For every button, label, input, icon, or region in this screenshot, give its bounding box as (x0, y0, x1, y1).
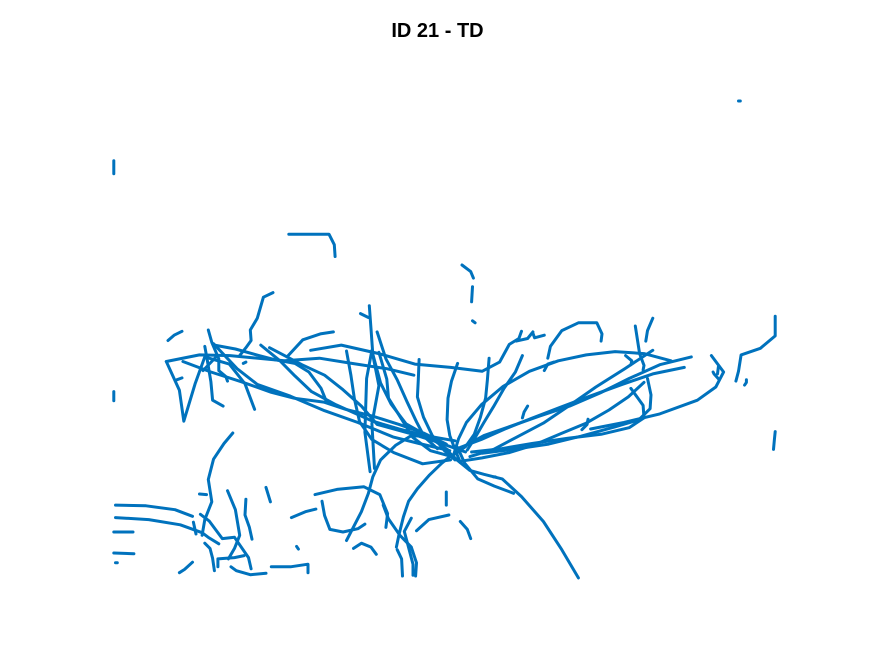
trajectory-line-4 (460, 263, 475, 280)
trajectory-line-6 (238, 291, 275, 358)
trajectory-line-82 (381, 503, 418, 578)
trajectory-line-65 (198, 492, 208, 497)
trajectory-line-58 (112, 551, 136, 556)
trajectory-line-26 (589, 354, 726, 431)
trajectory-line-61 (229, 565, 268, 577)
trajectory-line-18 (633, 324, 646, 372)
trajectory-line-17 (716, 365, 720, 376)
trajectory-line-27 (734, 314, 777, 383)
trajectory-line-33 (212, 342, 452, 453)
trajectory-line-73 (295, 544, 300, 551)
trajectory-line-22 (514, 330, 535, 343)
trajectory-line-51 (520, 404, 530, 420)
trajectory-line-12 (175, 376, 184, 382)
trajectory-line-49 (470, 386, 646, 454)
trajectory-line-23 (531, 331, 546, 340)
trajectory-line-83 (446, 449, 580, 580)
trajectory-line-10 (644, 316, 655, 343)
trajectory-line-70 (243, 497, 254, 541)
trajectory-line-71 (264, 485, 272, 504)
trajectory-line-86 (456, 445, 516, 495)
trajectory-line-55 (114, 503, 194, 518)
trajectory-line-21 (309, 329, 523, 373)
trajectory-line-56 (114, 516, 221, 546)
trajectory-line-11 (241, 360, 248, 365)
trajectory-line-75 (395, 548, 404, 578)
trajectory-line-63 (216, 554, 246, 569)
trajectory-line-8 (471, 319, 477, 325)
trajectory-line-74 (352, 541, 378, 556)
trajectory-line-7 (359, 312, 370, 319)
trajectory-line-47 (468, 348, 655, 459)
trajectory-line-5 (470, 285, 474, 304)
trajectory-line-44 (451, 350, 673, 458)
trajectory-line-88 (285, 330, 335, 359)
trajectory-line-50 (480, 377, 653, 455)
trajectory-line-43 (465, 354, 524, 452)
trajectory-line-52 (580, 417, 590, 432)
trajectory-line-64 (191, 520, 198, 536)
trajectory-line-31 (212, 343, 328, 403)
trajectory-line-19 (711, 370, 721, 382)
chart-title: ID 21 - TD (391, 20, 484, 42)
trajectory-line-48 (459, 380, 646, 463)
trajectory-line-78 (458, 520, 473, 541)
trajectory-line-87 (166, 329, 184, 342)
trajectory-line-38 (345, 349, 453, 466)
trajectory-line-66 (198, 512, 253, 571)
trajectory-line-72 (289, 507, 318, 520)
trajectory-line-15 (164, 355, 257, 423)
trajectory-line-84 (345, 434, 425, 542)
trajectory-line-34 (259, 343, 457, 443)
trajectory-line-68 (200, 431, 235, 537)
trajectory-line-30 (164, 353, 416, 377)
trajectory-line-60 (177, 560, 194, 575)
trajectory-series-group (112, 99, 777, 580)
trajectory-line-85 (394, 453, 453, 549)
trajectory-line-9 (546, 321, 604, 360)
trajectory-line-77 (415, 513, 451, 533)
trajectory-line-40 (415, 358, 457, 462)
trajectory-line-3 (287, 232, 337, 258)
trajectory-line-62 (269, 562, 310, 575)
trajectory-line-37 (375, 330, 439, 451)
trajectory-line-46 (458, 365, 686, 449)
trajectory-line-81 (320, 499, 367, 534)
trajectory-line-20 (743, 378, 748, 387)
trajectory-line-53 (772, 430, 777, 451)
trajectory-line-69 (226, 489, 242, 561)
trajectory-line-67 (203, 541, 216, 573)
trajectory-line-39 (377, 350, 456, 459)
